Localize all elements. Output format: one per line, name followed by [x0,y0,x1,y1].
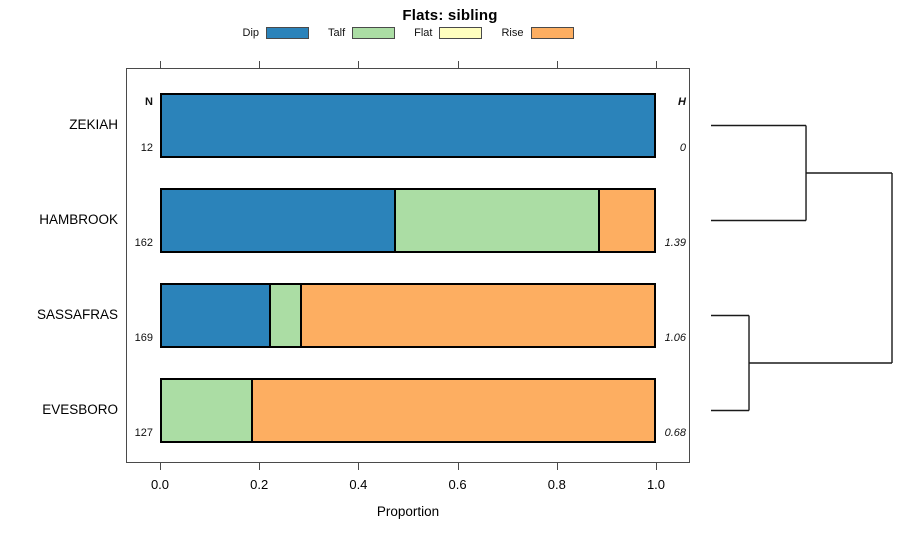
legend-item-label: Talf [328,27,346,39]
bar-row [160,93,656,158]
legend-swatch-dip [266,27,310,39]
h-value: 0 [679,142,686,154]
h-value: 1.39 [664,237,686,249]
x-axis-tick-bottom [358,463,360,470]
h-value: 0.68 [664,427,686,439]
x-axis-title: Proportion [376,504,440,519]
legend-swatch-talf [352,27,396,39]
category-label: SASSAFRAS [36,307,118,322]
x-axis-tick-bottom [160,463,161,470]
h-value: 1.06 [664,332,686,344]
category-label: HAMBROOK [39,212,118,227]
x-axis-tick-bottom [656,463,657,470]
bar-row [160,283,657,348]
n-value: 127 [134,427,153,439]
x-tick-label: 0.0 [150,477,170,492]
legend-item-flat: Flat [414,27,483,39]
n-value: 162 [134,237,153,249]
x-tick-label: 1.0 [646,477,666,492]
x-axis-tick-bottom [259,463,261,470]
bar-segment-dip [160,188,396,253]
bar-segment-rise [599,188,656,253]
bar-segment-rise [252,378,656,443]
category-label: ZEKIAH [69,117,118,132]
x-tick-label: 0.6 [448,477,467,492]
legend-item-dip: Dip [243,27,310,39]
x-axis-tick-top [259,61,261,68]
x-axis-tick-top [457,61,459,68]
legend-swatch-rise [530,27,574,39]
chart-title: Flats: sibling [402,7,498,24]
legend: Dip Talf Flat Rise [126,27,690,39]
bar-segment-dip [160,93,656,158]
legend-item-label: Dip [242,27,260,39]
category-label: EVESBORO [42,402,118,417]
legend-item-label: Flat [414,27,433,39]
x-axis-tick-bottom [556,463,558,470]
legend-item-label: Rise [501,27,524,39]
x-axis-tick-top [656,61,657,68]
x-tick-label: 0.2 [250,477,269,492]
legend-item-rise: Rise [501,27,574,39]
x-tick-label: 0.4 [349,477,368,492]
legend-item-talf: Talf [328,27,396,39]
h-column-header: H [678,96,686,108]
bar-segment-dip [160,283,271,348]
x-axis-tick-top [556,61,558,68]
legend-swatch-flat [439,27,483,39]
x-axis-tick-top [358,61,360,68]
x-axis-tick-top [160,61,161,68]
bar-segment-rise [301,283,657,348]
bar-row [160,378,656,443]
plot-area [126,68,690,463]
bar-segment-talf [160,378,253,443]
n-value: 12 [140,142,153,154]
x-tick-label: 0.8 [547,477,566,492]
n-value: 169 [134,332,153,344]
bar-segment-talf [270,283,302,348]
n-column-header: N [145,96,153,108]
bar-row [160,188,656,253]
x-axis-tick-bottom [457,463,459,470]
bar-segment-talf [395,188,600,253]
